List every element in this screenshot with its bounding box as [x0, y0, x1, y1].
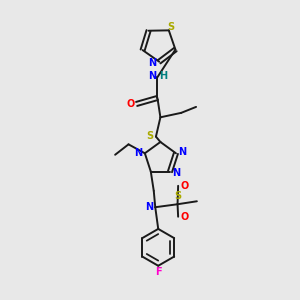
Text: F: F: [155, 267, 161, 277]
Text: N: N: [148, 71, 156, 81]
Text: N: N: [172, 168, 181, 178]
Text: N: N: [134, 148, 142, 158]
Text: S: S: [167, 22, 174, 32]
Text: S: S: [174, 191, 181, 201]
Text: N: N: [145, 202, 153, 212]
Text: N: N: [148, 58, 157, 68]
Text: O: O: [181, 181, 189, 191]
Text: O: O: [127, 99, 135, 109]
Text: O: O: [181, 212, 189, 222]
Text: H: H: [159, 71, 167, 81]
Text: S: S: [146, 131, 153, 141]
Text: N: N: [178, 147, 187, 157]
